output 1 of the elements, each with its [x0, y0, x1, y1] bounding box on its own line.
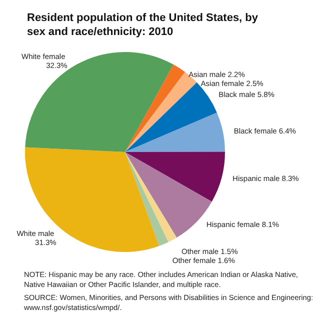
chart-title: Resident population of the United States, by sex and race/ethnicity: 2010	[27, 12, 262, 38]
